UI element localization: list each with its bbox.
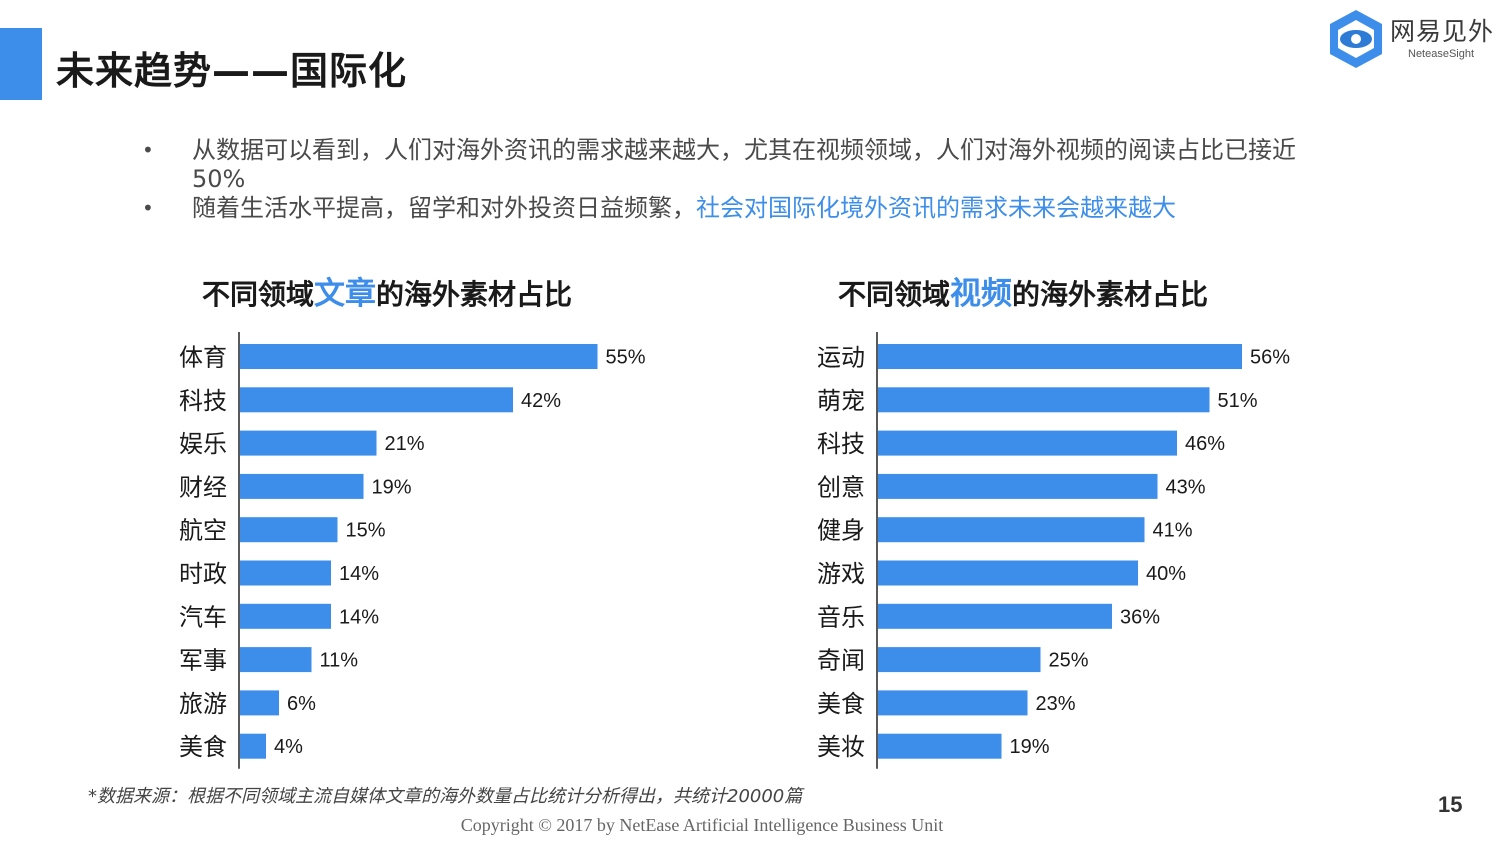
value-label: 25% xyxy=(1049,650,1089,672)
chart-title-keyword: 文章 xyxy=(314,276,377,312)
bar xyxy=(240,733,266,759)
category-label: 游戏 xyxy=(817,560,865,588)
bar xyxy=(878,344,1242,369)
copyright: Copyright © 2017 by NetEase Artificial I… xyxy=(0,815,1500,836)
bar xyxy=(240,387,513,413)
value-label: 19% xyxy=(1010,736,1050,758)
value-label: 21% xyxy=(385,433,425,455)
logo-text: 网易见外 xyxy=(1390,17,1495,46)
video-chart: 不同领域视频的海外素材占比 运动 56% 萌宠 51% 科技 46% 创意 43% 健身 41% 游… xyxy=(798,262,1358,772)
page-title: 未来趋势——国际化 xyxy=(56,49,408,93)
eye-hexagon-icon xyxy=(1330,10,1382,68)
category-label: 航空 xyxy=(179,517,227,545)
category-label: 音乐 xyxy=(817,603,865,631)
category-label: 时政 xyxy=(179,560,227,588)
chart-title: 不同领域视频的海外素材占比 xyxy=(838,268,1208,313)
article-chart: 不同领域文章的海外素材占比 体育 55% 科技 42% 娱乐 21% 财经 19% 航空 15% 时… xyxy=(160,262,720,772)
bar xyxy=(240,473,364,499)
bar xyxy=(878,603,1112,629)
bar xyxy=(878,517,1145,543)
category-label: 奇闻 xyxy=(817,647,865,675)
chart-title-prefix: 不同领域 xyxy=(838,278,951,311)
netease-sight-logo: 网易见外 NeteaseSight xyxy=(1326,6,1496,70)
bullet-list: • 从数据可以看到，人们对海外资讯的需求越来越大，尤其在视频领域，人们对海外视频… xyxy=(140,136,1320,223)
chart-title-prefix: 不同领域 xyxy=(202,278,315,311)
category-label: 娱乐 xyxy=(179,430,227,458)
value-label: 43% xyxy=(1166,476,1206,498)
bar xyxy=(240,603,331,629)
category-label: 财经 xyxy=(179,473,227,501)
category-label: 萌宠 xyxy=(817,387,865,415)
value-label: 56% xyxy=(1250,347,1290,369)
bar xyxy=(878,387,1210,413)
bar xyxy=(878,647,1041,673)
bullet-item: • 从数据可以看到，人们对海外资讯的需求越来越大，尤其在视频领域，人们对海外视频… xyxy=(140,136,1320,194)
bar xyxy=(240,517,338,543)
value-label: 15% xyxy=(346,520,386,542)
category-label: 美食 xyxy=(179,733,227,761)
value-label: 6% xyxy=(287,693,316,715)
bar-chart-svg: 体育 55% 科技 42% 娱乐 21% 财经 19% 航空 15% 时政 14% 汽车 14% 军事 11%… xyxy=(179,332,646,769)
value-label: 36% xyxy=(1120,606,1160,628)
bar xyxy=(240,647,312,673)
title-accent-bar xyxy=(0,28,42,100)
category-label: 健身 xyxy=(817,517,865,545)
bar xyxy=(240,560,331,586)
category-label: 旅游 xyxy=(179,690,227,718)
chart-title: 不同领域文章的海外素材占比 xyxy=(202,268,572,313)
value-label: 51% xyxy=(1218,390,1258,412)
value-label: 14% xyxy=(339,606,379,628)
bar-chart-svg: 运动 56% 萌宠 51% 科技 46% 创意 43% 健身 41% 游戏 40% 音乐 36% 奇闻 25%… xyxy=(817,332,1290,769)
value-label: 4% xyxy=(274,736,303,758)
chart-title-keyword: 视频 xyxy=(950,276,1013,312)
value-label: 19% xyxy=(372,476,412,498)
bullet-dot: • xyxy=(142,196,154,220)
bullet-highlight: 社会对国际化境外资讯的需求未来会越来越大 xyxy=(696,194,1176,222)
value-label: 41% xyxy=(1153,520,1193,542)
bar xyxy=(878,430,1177,456)
copyright-text: Copyright © 2017 by NetEase Artificial I… xyxy=(460,815,944,835)
value-label: 46% xyxy=(1185,433,1225,455)
page-number: 15 xyxy=(1438,792,1463,817)
bar xyxy=(878,560,1138,586)
category-label: 军事 xyxy=(179,647,227,675)
category-label: 创意 xyxy=(817,473,865,501)
logo-subtext: NeteaseSight xyxy=(1408,48,1475,60)
value-label: 14% xyxy=(339,563,379,585)
category-label: 运动 xyxy=(817,344,865,372)
value-label: 23% xyxy=(1036,693,1076,715)
bar xyxy=(878,733,1002,759)
category-label: 科技 xyxy=(817,430,865,458)
bar xyxy=(240,430,377,456)
category-label: 科技 xyxy=(179,387,227,415)
bar xyxy=(240,690,279,716)
category-label: 体育 xyxy=(179,344,227,372)
category-label: 美食 xyxy=(817,690,865,718)
chart-title-suffix: 的海外素材占比 xyxy=(376,278,573,311)
bar xyxy=(240,344,598,369)
bullet-text: 随着生活水平提高，留学和对外投资日益频繁， xyxy=(192,194,696,222)
value-label: 42% xyxy=(521,390,561,412)
data-source-note: *数据来源：根据不同领域主流自媒体文章的海外数量占比统计分析得出，共统计2000… xyxy=(88,786,803,807)
value-label: 40% xyxy=(1146,563,1186,585)
value-label: 11% xyxy=(320,650,359,672)
chart-title-suffix: 的海外素材占比 xyxy=(1012,278,1209,311)
bar xyxy=(878,690,1028,716)
bar xyxy=(878,473,1158,499)
bullet-dot: • xyxy=(142,138,154,162)
category-label: 美妆 xyxy=(817,733,865,761)
category-label: 汽车 xyxy=(179,603,227,631)
value-label: 55% xyxy=(606,347,646,369)
bullet-text: 从数据可以看到，人们对海外资讯的需求越来越大，尤其在视频领域，人们对海外视频的阅… xyxy=(192,136,1296,193)
bullet-item: • 随着生活水平提高，留学和对外投资日益频繁，社会对国际化境外资讯的需求未来会越… xyxy=(140,194,1320,223)
